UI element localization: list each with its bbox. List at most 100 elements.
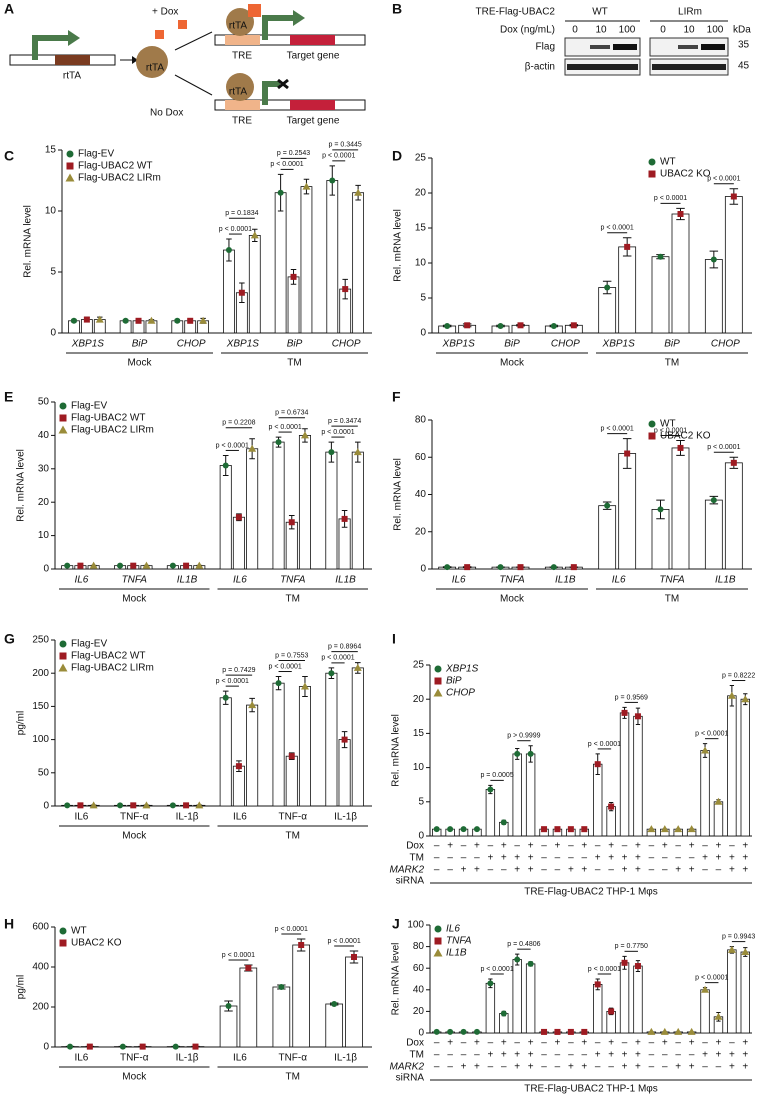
dose: 0 bbox=[660, 25, 666, 36]
legend-label: WT bbox=[71, 926, 87, 937]
condition-sign: – bbox=[608, 865, 614, 876]
marker bbox=[341, 736, 348, 743]
marker bbox=[59, 927, 67, 935]
y-tick-label: 20 bbox=[413, 1006, 425, 1017]
marker bbox=[434, 677, 442, 685]
marker bbox=[222, 462, 229, 469]
x-tick-label: XBP1S bbox=[71, 339, 105, 350]
marker bbox=[604, 502, 611, 509]
marker bbox=[674, 1027, 683, 1035]
arrow bbox=[174, 74, 213, 96]
p-value: p = 0.8222 bbox=[722, 672, 755, 679]
condition-sign: + bbox=[729, 853, 735, 864]
condition-sign: – bbox=[461, 853, 467, 864]
marker bbox=[248, 444, 257, 452]
x-tick-label: TNFA bbox=[122, 575, 148, 586]
marker bbox=[464, 322, 471, 329]
condition-sign: + bbox=[568, 1062, 574, 1073]
condition-sign: – bbox=[662, 865, 668, 876]
marker bbox=[541, 826, 548, 833]
panel-label: H bbox=[4, 916, 14, 932]
condition-sign: – bbox=[447, 853, 453, 864]
x-tick-label: IL1B bbox=[715, 575, 736, 586]
marker bbox=[174, 317, 181, 324]
y-tick-label: 80 bbox=[413, 941, 425, 952]
bar bbox=[287, 276, 300, 334]
condition-sign: – bbox=[622, 1038, 628, 1049]
condition-sign: + bbox=[474, 865, 480, 876]
condition-sign: + bbox=[528, 853, 534, 864]
marker bbox=[199, 316, 208, 324]
marker bbox=[527, 750, 534, 757]
marker bbox=[517, 564, 524, 571]
marker bbox=[677, 211, 684, 217]
marker bbox=[169, 562, 176, 569]
marker bbox=[298, 942, 305, 948]
marker bbox=[302, 182, 311, 190]
bar bbox=[618, 453, 637, 570]
promoter-arrow bbox=[32, 35, 70, 60]
p-value: p < 0.0001 bbox=[707, 176, 740, 183]
bar bbox=[338, 739, 351, 807]
bar bbox=[598, 287, 617, 334]
legend-label: Flag-UBAC2 LIRm bbox=[71, 425, 154, 436]
condition-sign: + bbox=[461, 1062, 467, 1073]
marker bbox=[59, 652, 67, 660]
marker bbox=[222, 694, 229, 701]
condition-sign: + bbox=[716, 841, 722, 852]
marker bbox=[660, 825, 669, 833]
marker bbox=[353, 448, 362, 456]
x-tick-label: IL-1β bbox=[334, 812, 357, 823]
blot-label: kDa bbox=[733, 25, 751, 36]
condition-sign: + bbox=[568, 865, 574, 876]
condition-sign: – bbox=[541, 1050, 547, 1061]
dose: 10 bbox=[595, 25, 607, 36]
condition-sign: – bbox=[649, 841, 655, 852]
marker bbox=[624, 243, 631, 250]
marker bbox=[235, 763, 242, 770]
legend-label: WT bbox=[660, 419, 676, 430]
p-value: p = 0.9943 bbox=[722, 933, 755, 940]
condition-sign: – bbox=[675, 1050, 681, 1061]
condition-sign: – bbox=[649, 1038, 655, 1049]
p-value: p = 0.7429 bbox=[222, 667, 255, 674]
marker bbox=[139, 1043, 146, 1050]
bar bbox=[724, 462, 743, 570]
marker bbox=[290, 273, 297, 280]
marker bbox=[500, 819, 507, 826]
panel-label: A bbox=[4, 1, 14, 17]
blot-label: Dox (ng/mL) bbox=[500, 25, 555, 36]
marker bbox=[581, 826, 588, 833]
condition-sign: + bbox=[675, 1062, 681, 1073]
bar bbox=[525, 753, 536, 837]
marker bbox=[65, 173, 75, 182]
condition-sign: – bbox=[555, 1062, 561, 1073]
condition-sign: + bbox=[608, 841, 614, 852]
marker bbox=[66, 162, 74, 170]
bar bbox=[325, 672, 338, 807]
footer: TRE-Flag-UBAC2 THP-1 Mφs bbox=[524, 887, 658, 898]
group-label: TM bbox=[286, 1072, 300, 1083]
condition-sign: – bbox=[675, 841, 681, 852]
bar bbox=[246, 704, 259, 807]
condition-label: Dox bbox=[406, 841, 424, 852]
bar bbox=[219, 697, 232, 807]
bar bbox=[325, 451, 338, 570]
condition-sign: + bbox=[474, 841, 480, 852]
band bbox=[613, 44, 637, 50]
condition-sign: – bbox=[488, 1038, 494, 1049]
condition-sign: – bbox=[434, 853, 440, 864]
condition-sign: – bbox=[568, 1050, 574, 1061]
condition-sign: + bbox=[581, 1062, 587, 1073]
legend-label: Flag-UBAC2 LIRm bbox=[71, 663, 154, 674]
condition-sign: + bbox=[742, 1050, 748, 1061]
condition-sign: + bbox=[447, 1038, 453, 1049]
y-tick-label: 15 bbox=[415, 223, 427, 234]
marker bbox=[83, 316, 90, 323]
marker bbox=[648, 170, 656, 178]
group-label: Mock bbox=[122, 594, 147, 605]
x-tick-label: IL6 bbox=[233, 1053, 247, 1064]
marker bbox=[741, 695, 750, 703]
p-value: p = 0.2543 bbox=[277, 150, 310, 157]
